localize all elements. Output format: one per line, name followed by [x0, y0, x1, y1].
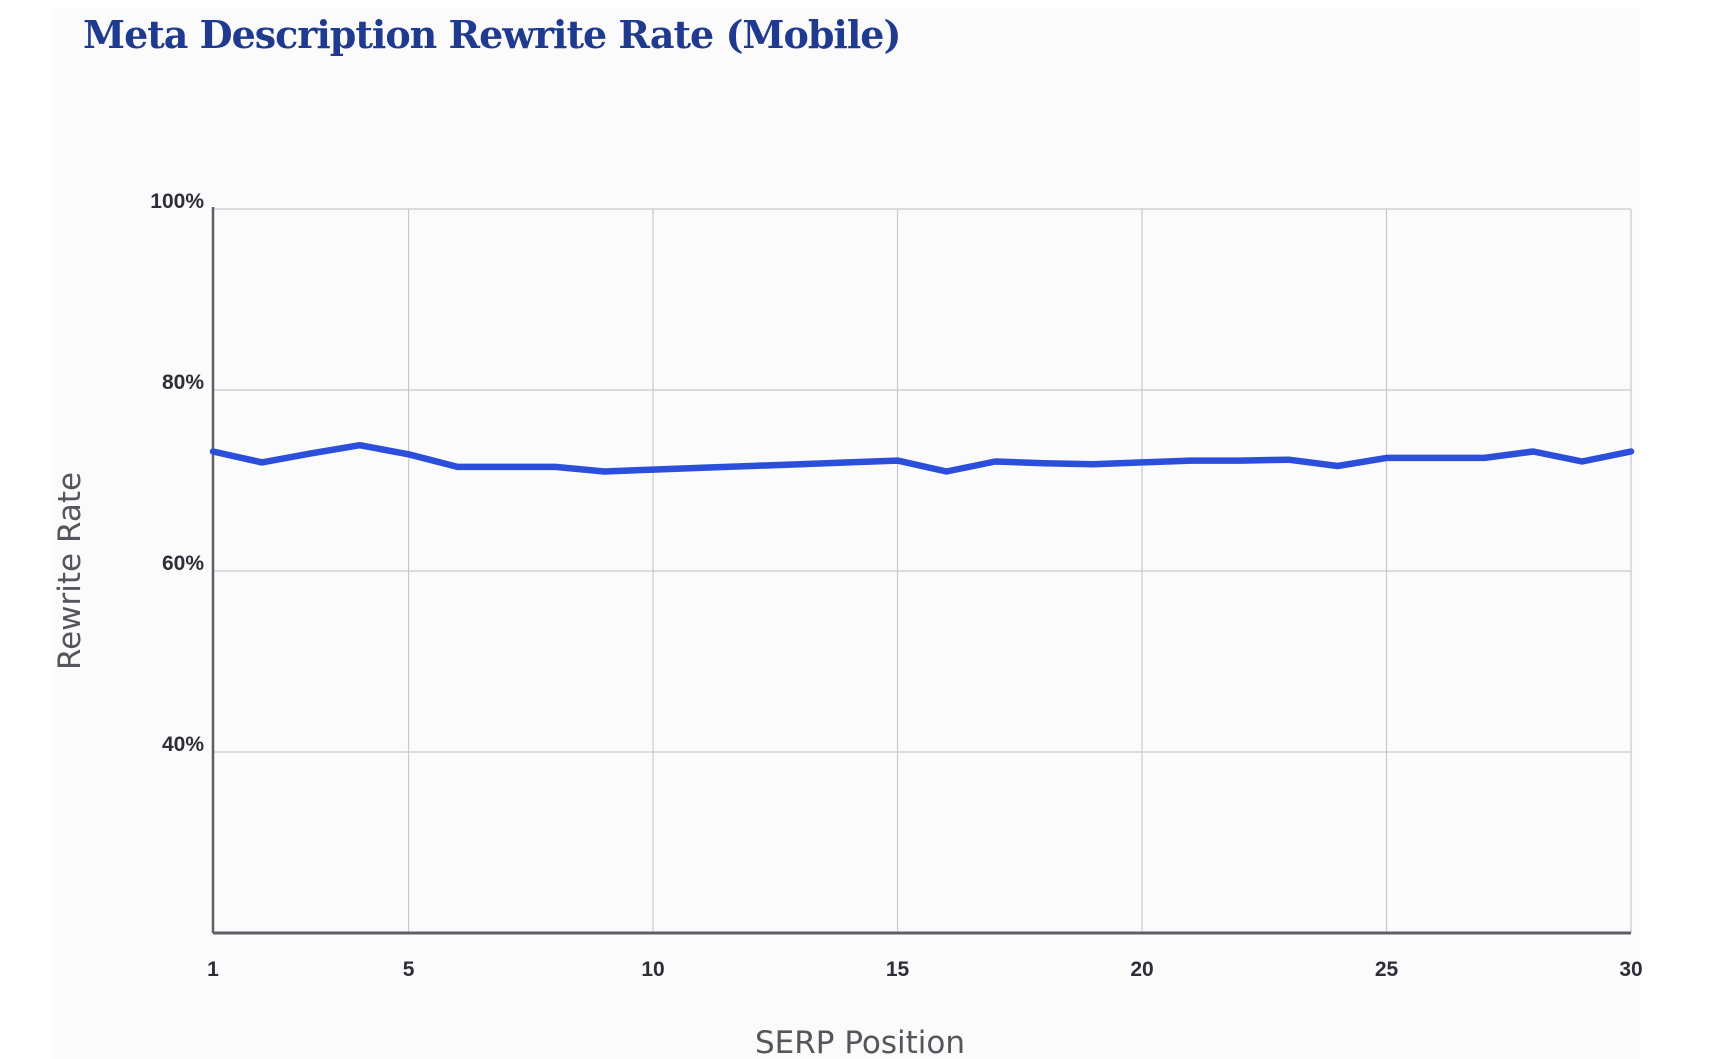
x-tick-label: 10 [641, 958, 664, 981]
chart-title: Meta Description Rewrite Rate (Mobile) [83, 12, 901, 57]
x-tick-label: 20 [1130, 958, 1153, 981]
y-tick-label: 100% [150, 190, 204, 213]
x-tick-label: 25 [1375, 958, 1399, 981]
y-axis-title: Rewrite Rate [52, 472, 88, 670]
chart-background [52, 8, 1640, 1059]
y-tick-label: 80% [162, 371, 204, 394]
axes [211, 207, 1631, 935]
y-tick-label: 60% [162, 552, 204, 575]
y-tick-label: 40% [162, 733, 204, 756]
x-tick-label: 1 [207, 958, 219, 981]
x-tick-label: 5 [403, 958, 415, 981]
series [209, 441, 1635, 475]
gridlines [213, 208, 1632, 933]
x-axis-title: SERP Position [755, 1025, 965, 1059]
series-line [209, 441, 1635, 475]
x-tick-label: 30 [1619, 958, 1642, 981]
x-tick-label: 15 [886, 958, 910, 981]
